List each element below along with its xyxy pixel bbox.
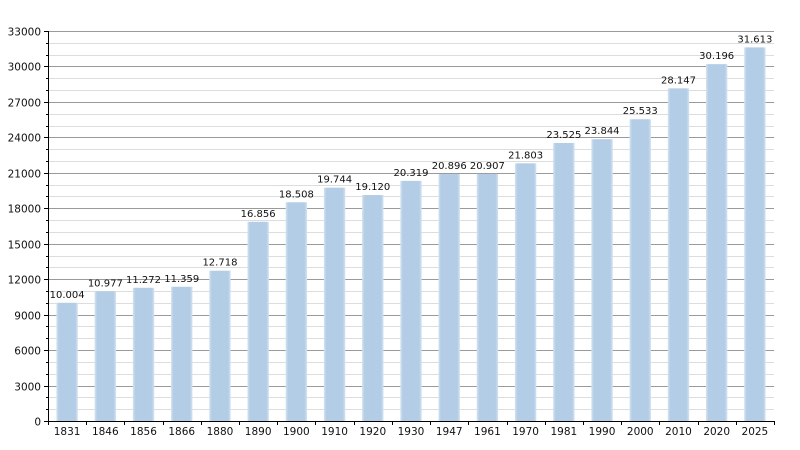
bars <box>56 47 766 422</box>
x-tick-label: 1866 <box>168 426 195 438</box>
x-tick-label: 1900 <box>283 426 310 438</box>
bar <box>553 142 575 421</box>
bar <box>323 187 346 421</box>
bar <box>400 180 422 421</box>
x-tick-label: 1947 <box>436 426 463 438</box>
data-label: 28.147 <box>661 75 696 86</box>
x-tick-label: 2020 <box>703 426 730 438</box>
data-label: 10.004 <box>50 290 85 301</box>
bar <box>247 221 269 421</box>
bar <box>591 139 613 421</box>
x-tick-label: 1880 <box>207 426 234 438</box>
data-label: 20.907 <box>470 161 505 172</box>
bar <box>56 302 78 421</box>
x-tick-label: 1910 <box>321 426 348 438</box>
bar <box>744 47 766 422</box>
y-tick-label: 15000 <box>8 240 41 252</box>
bar <box>209 270 231 421</box>
data-label: 30.196 <box>699 51 734 62</box>
y-tick-label: 30000 <box>8 62 41 74</box>
axes: 1831 1846 1856 1866 1880 1890 1900 1910 1920 1930… <box>8 27 775 438</box>
y-tick-label: 27000 <box>8 98 41 110</box>
bar <box>285 202 308 421</box>
bar <box>132 287 155 421</box>
x-tick-label: 1930 <box>398 426 425 438</box>
x-tick-label: 2025 <box>742 426 769 438</box>
x-tick-label: 2010 <box>665 426 692 438</box>
y-tick-label: 21000 <box>8 169 41 181</box>
x-tick-label: 1920 <box>359 426 386 438</box>
y-tick-label: 0 <box>34 417 41 429</box>
y-tick-label: 9000 <box>14 311 41 323</box>
data-label: 16.856 <box>241 209 276 220</box>
data-label: 19.120 <box>355 182 390 193</box>
x-tick-label: 1831 <box>54 426 81 438</box>
x-tick-label: 1981 <box>550 426 577 438</box>
bar <box>362 195 384 421</box>
data-label: 23.844 <box>585 126 620 137</box>
x-tick-label: 2000 <box>627 426 654 438</box>
data-label: 12.718 <box>202 258 237 269</box>
data-label: 31.613 <box>737 34 772 45</box>
data-label: 10.977 <box>88 278 123 289</box>
x-tick-label: 1990 <box>589 426 616 438</box>
x-tick-label: 1961 <box>474 426 501 438</box>
data-label: 11.359 <box>164 274 199 285</box>
y-tick-label: 18000 <box>8 204 41 216</box>
data-label: 20.896 <box>432 161 467 172</box>
bar <box>514 163 537 421</box>
bar <box>667 88 690 421</box>
y-tick-label: 6000 <box>14 346 41 358</box>
x-tick-label: 1890 <box>245 426 272 438</box>
bar <box>476 173 499 421</box>
y-tick-label: 12000 <box>8 275 41 287</box>
data-label: 19.744 <box>317 175 352 186</box>
x-tick-label: 1970 <box>512 426 539 438</box>
x-tick-label: 1856 <box>130 426 157 438</box>
data-label: 20.319 <box>394 168 429 179</box>
data-label: 25.533 <box>623 106 658 117</box>
y-tick-label: 24000 <box>8 133 41 145</box>
bar <box>171 286 193 421</box>
data-label: 23.525 <box>546 130 581 141</box>
bar <box>705 64 728 421</box>
data-label: 21.803 <box>508 150 543 161</box>
y-tick-label: 3000 <box>14 382 41 394</box>
data-label: 11.272 <box>126 275 161 286</box>
y-tick-label: 33000 <box>8 27 41 39</box>
data-label: 18.508 <box>279 189 314 200</box>
bar <box>629 119 651 421</box>
bar <box>94 291 117 421</box>
bar <box>438 174 460 421</box>
x-tick-label: 1846 <box>92 426 119 438</box>
